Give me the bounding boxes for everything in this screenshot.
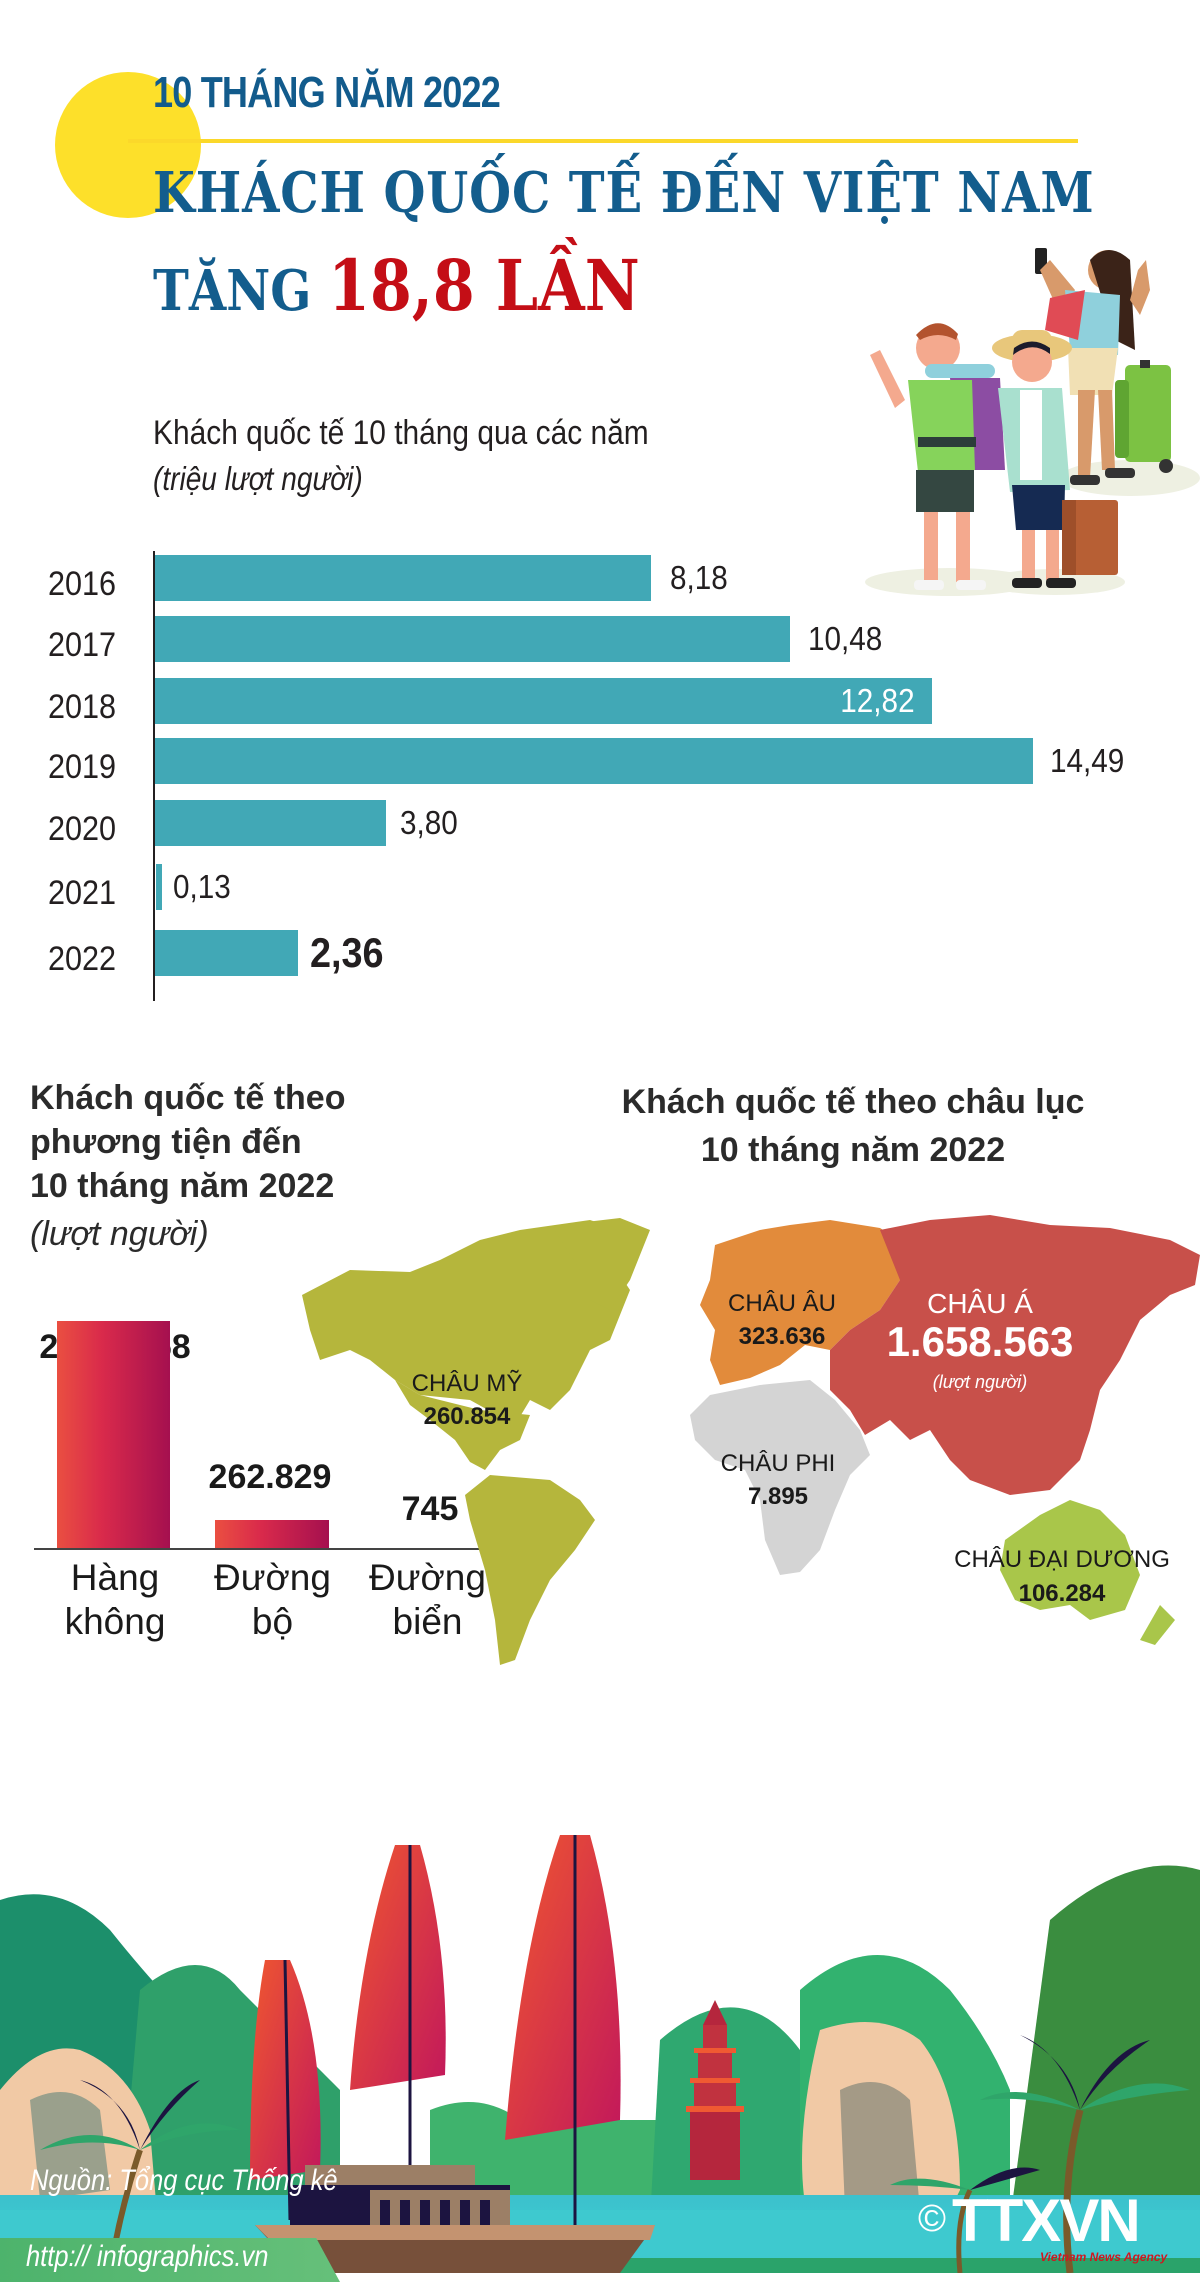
copyright-icon: © (918, 2198, 946, 2240)
transport-label-air: Hàng không (30, 1556, 200, 1644)
region-value-oceania: 106.284 (1018, 1580, 1106, 1607)
transport-title-line3: 10 tháng năm 2022 (30, 1167, 335, 1205)
label-line2: không (64, 1601, 166, 1642)
region-label-asia: CHÂU Á (927, 1288, 1033, 1319)
value-label: 14,49 (1050, 742, 1125, 779)
bar (155, 616, 790, 662)
logo-subtitle: Vietnam News Agency (1040, 2250, 1168, 2264)
region-label-americas: CHÂU MỸ (411, 1370, 523, 1397)
title-divider (128, 139, 1078, 143)
palm-tree-right (890, 2035, 1190, 2273)
transport-chart-unit: (lượt người) (30, 1215, 209, 1253)
transport-baseline (34, 1548, 509, 1550)
yearly-chart-axis (153, 551, 155, 1001)
kicker-title: 10 THÁNG NĂM 2022 (153, 68, 501, 117)
website-link[interactable]: http:// infographics.vn (26, 2240, 269, 2273)
label-line2: bộ (251, 1601, 294, 1642)
transport-label-sea: Đường biển (350, 1556, 505, 1644)
label-line1: Đường (214, 1557, 331, 1598)
bar (155, 678, 932, 724)
year-label: 2019 (48, 748, 117, 786)
ha-long-bay-illustration (0, 1835, 1200, 2273)
value-label: 3,80 (400, 804, 458, 841)
region-value-europe: 323.636 (738, 1323, 826, 1350)
map-asia (830, 1215, 1200, 1495)
value-label: 2,36 (310, 929, 384, 976)
value-label: 0,13 (173, 868, 231, 905)
travelers-illustration (865, 248, 1200, 596)
ttxvn-logo: © TTXVN (918, 2186, 1141, 2255)
transport-bar-air (57, 1321, 170, 1549)
bar (155, 555, 651, 601)
yearly-chart-title: Khách quốc tế 10 tháng qua các năm (153, 414, 649, 452)
decorative-sun-circle (55, 72, 201, 218)
year-label: 2018 (48, 688, 117, 726)
map-europe (700, 1220, 908, 1385)
label-line2: biển (392, 1601, 463, 1642)
label-line1: Đường (369, 1557, 486, 1598)
logo-text: TTXVN (952, 2187, 1141, 2254)
label-line1: Hàng (70, 1557, 160, 1598)
world-map (302, 1215, 1200, 1665)
region-value-asia: 1.658.563 (886, 1318, 1074, 1365)
year-label: 2017 (48, 626, 117, 664)
transport-title-line1: Khách quốc tế theo (30, 1079, 346, 1117)
map-oceania (1000, 1500, 1140, 1620)
region-unit-asia: (lượt người) (932, 1372, 1028, 1392)
map-americas (302, 1220, 630, 1425)
region-value-americas: 260.854 (423, 1403, 511, 1430)
year-label: 2022 (48, 940, 117, 978)
headline-line1: KHÁCH QUỐC TẾ ĐẾN VIỆT NAM (153, 160, 1095, 226)
transport-chart-title: Khách quốc tế theo phương tiện đến 10 th… (30, 1076, 345, 1208)
region-value-africa: 7.895 (747, 1483, 809, 1510)
yearly-chart-unit: (triệu lượt người) (153, 460, 363, 497)
region-label-oceania: CHÂU ĐẠI DƯƠNG (954, 1546, 1170, 1573)
headline-highlight: 18,8 LẦN (328, 244, 640, 327)
bar (155, 800, 386, 846)
headline-line2: TĂNG 18,8 LẦN (153, 244, 640, 327)
transport-value-sea: 745 (401, 1490, 459, 1528)
transport-value-road: 262.829 (208, 1458, 332, 1496)
value-label: 10,48 (808, 620, 883, 657)
map-title-line2: 10 tháng năm 2022 (700, 1131, 1006, 1169)
year-label: 2016 (48, 565, 117, 603)
map-africa (690, 1380, 870, 1575)
bar (156, 864, 162, 910)
region-label-africa: CHÂU PHI (720, 1450, 836, 1477)
region-label-europe: CHÂU ÂU (727, 1290, 836, 1317)
transport-label-road: Đường bộ (190, 1556, 355, 1644)
transport-bar-road (215, 1520, 329, 1549)
source-credit: Nguồn: Tổng cục Thống kê (30, 2164, 338, 2197)
transport-title-line2: phương tiện đến (30, 1123, 302, 1161)
pagoda-icon (686, 2000, 744, 2180)
bar (155, 930, 298, 976)
headline-prefix: TĂNG (153, 258, 329, 324)
year-label: 2020 (48, 810, 117, 848)
map-title-line1: Khách quốc tế theo châu lục (621, 1083, 1085, 1121)
value-label: 12,82 (840, 682, 915, 719)
continent-map-title: Khách quốc tế theo châu lục 10 tháng năm… (598, 1078, 1108, 1174)
year-label: 2021 (48, 874, 117, 912)
bar (155, 738, 1033, 784)
value-label: 8,18 (670, 559, 728, 596)
